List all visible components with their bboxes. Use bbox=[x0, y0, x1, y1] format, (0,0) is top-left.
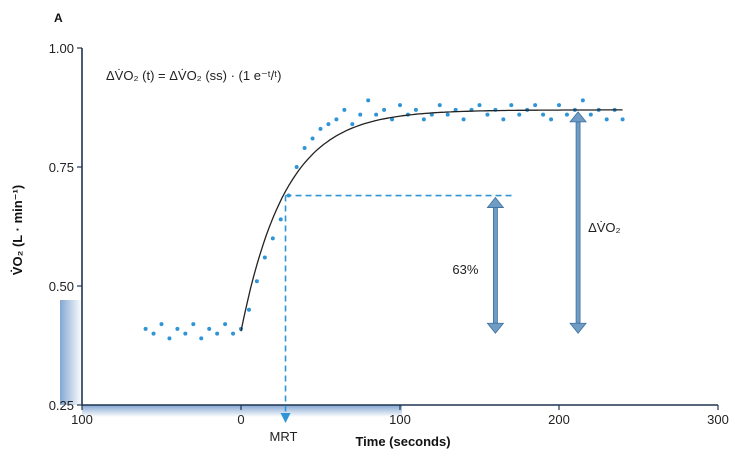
data-point bbox=[620, 117, 625, 122]
delta-arrow bbox=[569, 111, 587, 334]
pct-arrow-head-top bbox=[486, 196, 505, 208]
delta-arrow-shaft bbox=[575, 121, 581, 324]
data-point bbox=[485, 112, 490, 117]
data-point bbox=[246, 307, 251, 312]
pct-label: 63% bbox=[452, 262, 478, 277]
data-point bbox=[199, 336, 204, 341]
data-point bbox=[183, 331, 188, 336]
data-point bbox=[557, 103, 561, 108]
mrt-arrowhead bbox=[280, 413, 291, 423]
data-point bbox=[167, 336, 172, 341]
data-point bbox=[326, 122, 331, 127]
data-point bbox=[390, 117, 395, 122]
mrt-label: MRT bbox=[270, 429, 298, 444]
x-tick-label: 100 bbox=[71, 412, 93, 427]
data-point bbox=[318, 126, 323, 131]
data-point bbox=[262, 255, 267, 260]
y-tick-label: 1.00 bbox=[49, 41, 74, 56]
fit-curve bbox=[240, 109, 623, 332]
axes: 0.25 0.50 0.75 1.00 100 0 100 200 300 bbox=[49, 41, 729, 427]
x-tick-label: 300 bbox=[707, 412, 729, 427]
annotation-layer: MRT 63% ΔV̇O₂ bbox=[270, 111, 621, 444]
data-point bbox=[294, 165, 299, 169]
data-point bbox=[215, 331, 220, 336]
data-point bbox=[151, 331, 156, 336]
data-point bbox=[366, 98, 371, 103]
data-point bbox=[374, 112, 379, 117]
data-point bbox=[604, 117, 609, 122]
data-point bbox=[413, 107, 418, 112]
y-tick-label: 0.75 bbox=[49, 160, 74, 175]
data-point bbox=[175, 326, 180, 331]
data-point bbox=[358, 112, 363, 117]
data-point bbox=[278, 217, 283, 222]
pct-arrow bbox=[486, 196, 505, 334]
data-point bbox=[517, 112, 522, 117]
data-point bbox=[453, 107, 458, 112]
data-point bbox=[143, 326, 148, 331]
pct-arrow-head-bottom bbox=[486, 322, 505, 334]
data-point bbox=[207, 326, 212, 331]
data-point bbox=[159, 322, 164, 327]
data-point bbox=[382, 107, 387, 112]
pct-arrow-shaft bbox=[492, 207, 498, 324]
model-equation: ΔV̇O₂ (t) = ΔV̇O₂ (ss) · (1 e⁻ᵗ/ᵗ) bbox=[106, 68, 281, 83]
delta-label: ΔV̇O₂ bbox=[588, 220, 621, 235]
data-point bbox=[398, 103, 402, 108]
data-point bbox=[310, 136, 315, 141]
y-axis-title: V̇O₂ (L · min⁻¹) bbox=[10, 185, 25, 275]
data-point bbox=[509, 103, 514, 108]
data-point bbox=[437, 103, 442, 108]
data-point bbox=[342, 107, 347, 112]
data-point bbox=[270, 236, 275, 241]
data-point bbox=[501, 117, 506, 122]
x-axis-shadow bbox=[82, 405, 402, 417]
y-tick-label: 0.50 bbox=[49, 279, 74, 294]
x-tick-label: 200 bbox=[548, 412, 570, 427]
data-point bbox=[445, 112, 450, 117]
data-point bbox=[191, 322, 196, 327]
data-point bbox=[541, 112, 546, 117]
data-point bbox=[231, 331, 236, 336]
data-point bbox=[549, 117, 554, 122]
data-point bbox=[580, 98, 585, 103]
fit-layer bbox=[240, 109, 623, 332]
panel-label: A bbox=[54, 11, 63, 25]
data-point bbox=[533, 103, 538, 108]
x-tick-label: 0 bbox=[237, 412, 244, 427]
x-axis-title: Time (seconds) bbox=[355, 434, 450, 449]
data-point bbox=[461, 117, 466, 122]
delta-arrow-head-bottom bbox=[569, 322, 587, 334]
data-point bbox=[477, 103, 482, 108]
x-tick-label: 100 bbox=[389, 412, 411, 427]
data-point bbox=[588, 112, 593, 117]
data-layer bbox=[143, 98, 625, 341]
y-axis-shadow bbox=[60, 300, 82, 405]
data-point bbox=[254, 279, 259, 284]
delta-arrow-head-top bbox=[569, 111, 587, 123]
data-point bbox=[223, 322, 228, 327]
data-point bbox=[564, 112, 569, 117]
data-point bbox=[334, 117, 339, 122]
y-tick-label: 0.25 bbox=[49, 398, 74, 413]
data-point bbox=[350, 122, 355, 127]
data-point bbox=[302, 145, 307, 150]
data-point bbox=[421, 117, 426, 122]
